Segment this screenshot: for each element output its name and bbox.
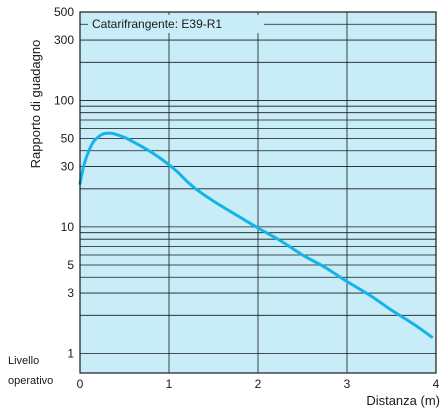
x-tick-label: 0: [77, 377, 84, 391]
y-tick-label: 30: [61, 160, 75, 174]
y-tick-label: 10: [61, 220, 75, 234]
x-tick-label: 1: [166, 377, 173, 391]
x-tick-label: 4: [433, 377, 440, 391]
x-tick-label: 2: [255, 377, 262, 391]
y-tick-label: 500: [54, 5, 74, 19]
series-line: [78, 131, 434, 339]
y-tick-label: 5: [67, 258, 74, 272]
baseline-label-line2: operativo: [8, 375, 53, 387]
chart-title-background: [88, 15, 264, 33]
x-axis-label: Distanza (m): [366, 393, 440, 408]
x-tick-label: 3: [344, 377, 351, 391]
y-tick-label: 300: [54, 33, 74, 47]
y-tick-label: 3: [67, 286, 74, 300]
y-tick-label: 50: [61, 131, 75, 145]
baseline-label-line1: Livello: [8, 355, 39, 367]
y-tick-label: 1: [67, 346, 74, 360]
plot-frame: [79, 11, 437, 374]
y-tick-label: 100: [54, 93, 74, 107]
y-tick-labels: 1 3 5 10 30 50 100 300 500: [54, 5, 74, 360]
x-tick-labels: 0 1 2 3 4: [77, 377, 440, 391]
chart-title: Catarifrangente: E39-R1: [92, 17, 222, 31]
y-axis-label: Rapporto di guadagno: [28, 40, 43, 169]
